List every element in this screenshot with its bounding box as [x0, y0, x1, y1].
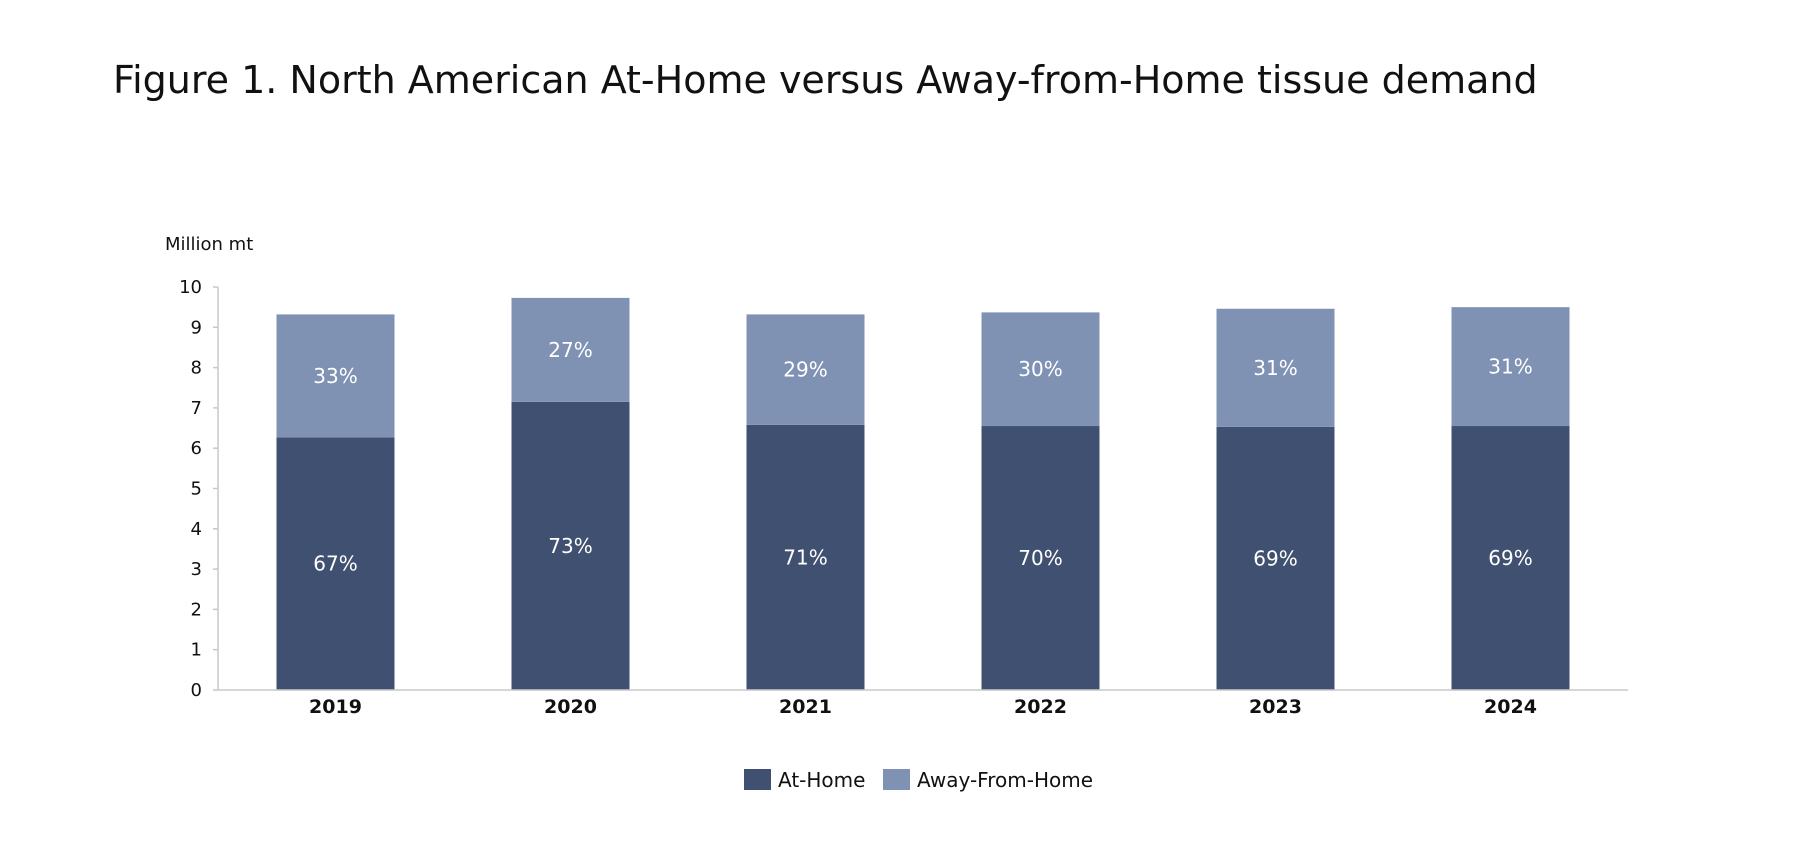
bar-at-home-2019: [276, 437, 395, 690]
y-tick-label: 1: [191, 640, 202, 661]
legend-label: Away-From-Home: [917, 768, 1093, 792]
y-tick-label: 5: [191, 479, 202, 500]
x-tick-label: 2023: [1249, 696, 1302, 718]
data-label: 29%: [783, 358, 827, 382]
data-label: 69%: [1488, 546, 1532, 570]
y-tick-label: 10: [179, 277, 202, 298]
bar-away-from-home-2024: [1451, 307, 1570, 427]
y-tick-label: 6: [191, 438, 202, 459]
bar-away-from-home-2022: [981, 312, 1100, 427]
x-tick-label: 2024: [1484, 696, 1537, 718]
data-label: 70%: [1018, 546, 1062, 570]
data-label: 67%: [313, 552, 357, 576]
data-label: 73%: [548, 534, 592, 558]
x-tick-label: 2022: [1014, 696, 1067, 718]
y-tick-label: 0: [191, 680, 202, 701]
x-tick-label: 2021: [779, 696, 832, 718]
legend-swatch: [744, 769, 771, 790]
bar-at-home-2020: [511, 401, 630, 690]
bar-at-home-2023: [1216, 426, 1335, 690]
x-tick-label: 2019: [309, 696, 362, 718]
bar-at-home-2024: [1451, 426, 1570, 690]
data-label: 31%: [1253, 356, 1297, 380]
data-label: 69%: [1253, 546, 1297, 570]
y-tick-label: 3: [191, 559, 202, 580]
y-tick-label: 7: [191, 398, 202, 419]
chart-title: Figure 1. North American At-Home versus …: [113, 58, 1538, 102]
bar-away-from-home-2019: [276, 314, 395, 438]
bar-at-home-2021: [746, 424, 865, 690]
bar-away-from-home-2020: [511, 297, 630, 402]
data-label: 30%: [1018, 357, 1062, 381]
axes: [217, 287, 1628, 691]
data-label: 31%: [1488, 355, 1532, 379]
x-axis-ticks: 2019 2020 2021 2022 2023 2024: [309, 696, 1537, 718]
bar-away-from-home-2021: [746, 314, 865, 425]
x-tick-label: 2020: [544, 696, 597, 718]
bar-at-home-2022: [981, 426, 1100, 690]
data-label: 71%: [783, 545, 827, 569]
bars: 67% 33% 73% 27% 71% 29% 70% 30% 69% 31% 69% 31%: [276, 297, 1570, 690]
y-tick-label: 9: [191, 317, 202, 338]
legend-swatch: [883, 769, 910, 790]
data-label: 27%: [548, 338, 592, 362]
y-tick-label: 2: [191, 599, 202, 620]
y-axis-label: Million mt: [165, 234, 253, 255]
legend: At-Home Away-From-Home: [744, 768, 1093, 792]
bar-away-from-home-2023: [1216, 308, 1335, 427]
y-tick-label: 8: [191, 358, 202, 379]
y-tick-label: 4: [191, 519, 202, 540]
legend-label: At-Home: [778, 768, 865, 792]
data-label: 33%: [313, 364, 357, 388]
y-axis-ticks: 0 1 2 3 4 5 6 7 8 9 10: [179, 277, 218, 701]
